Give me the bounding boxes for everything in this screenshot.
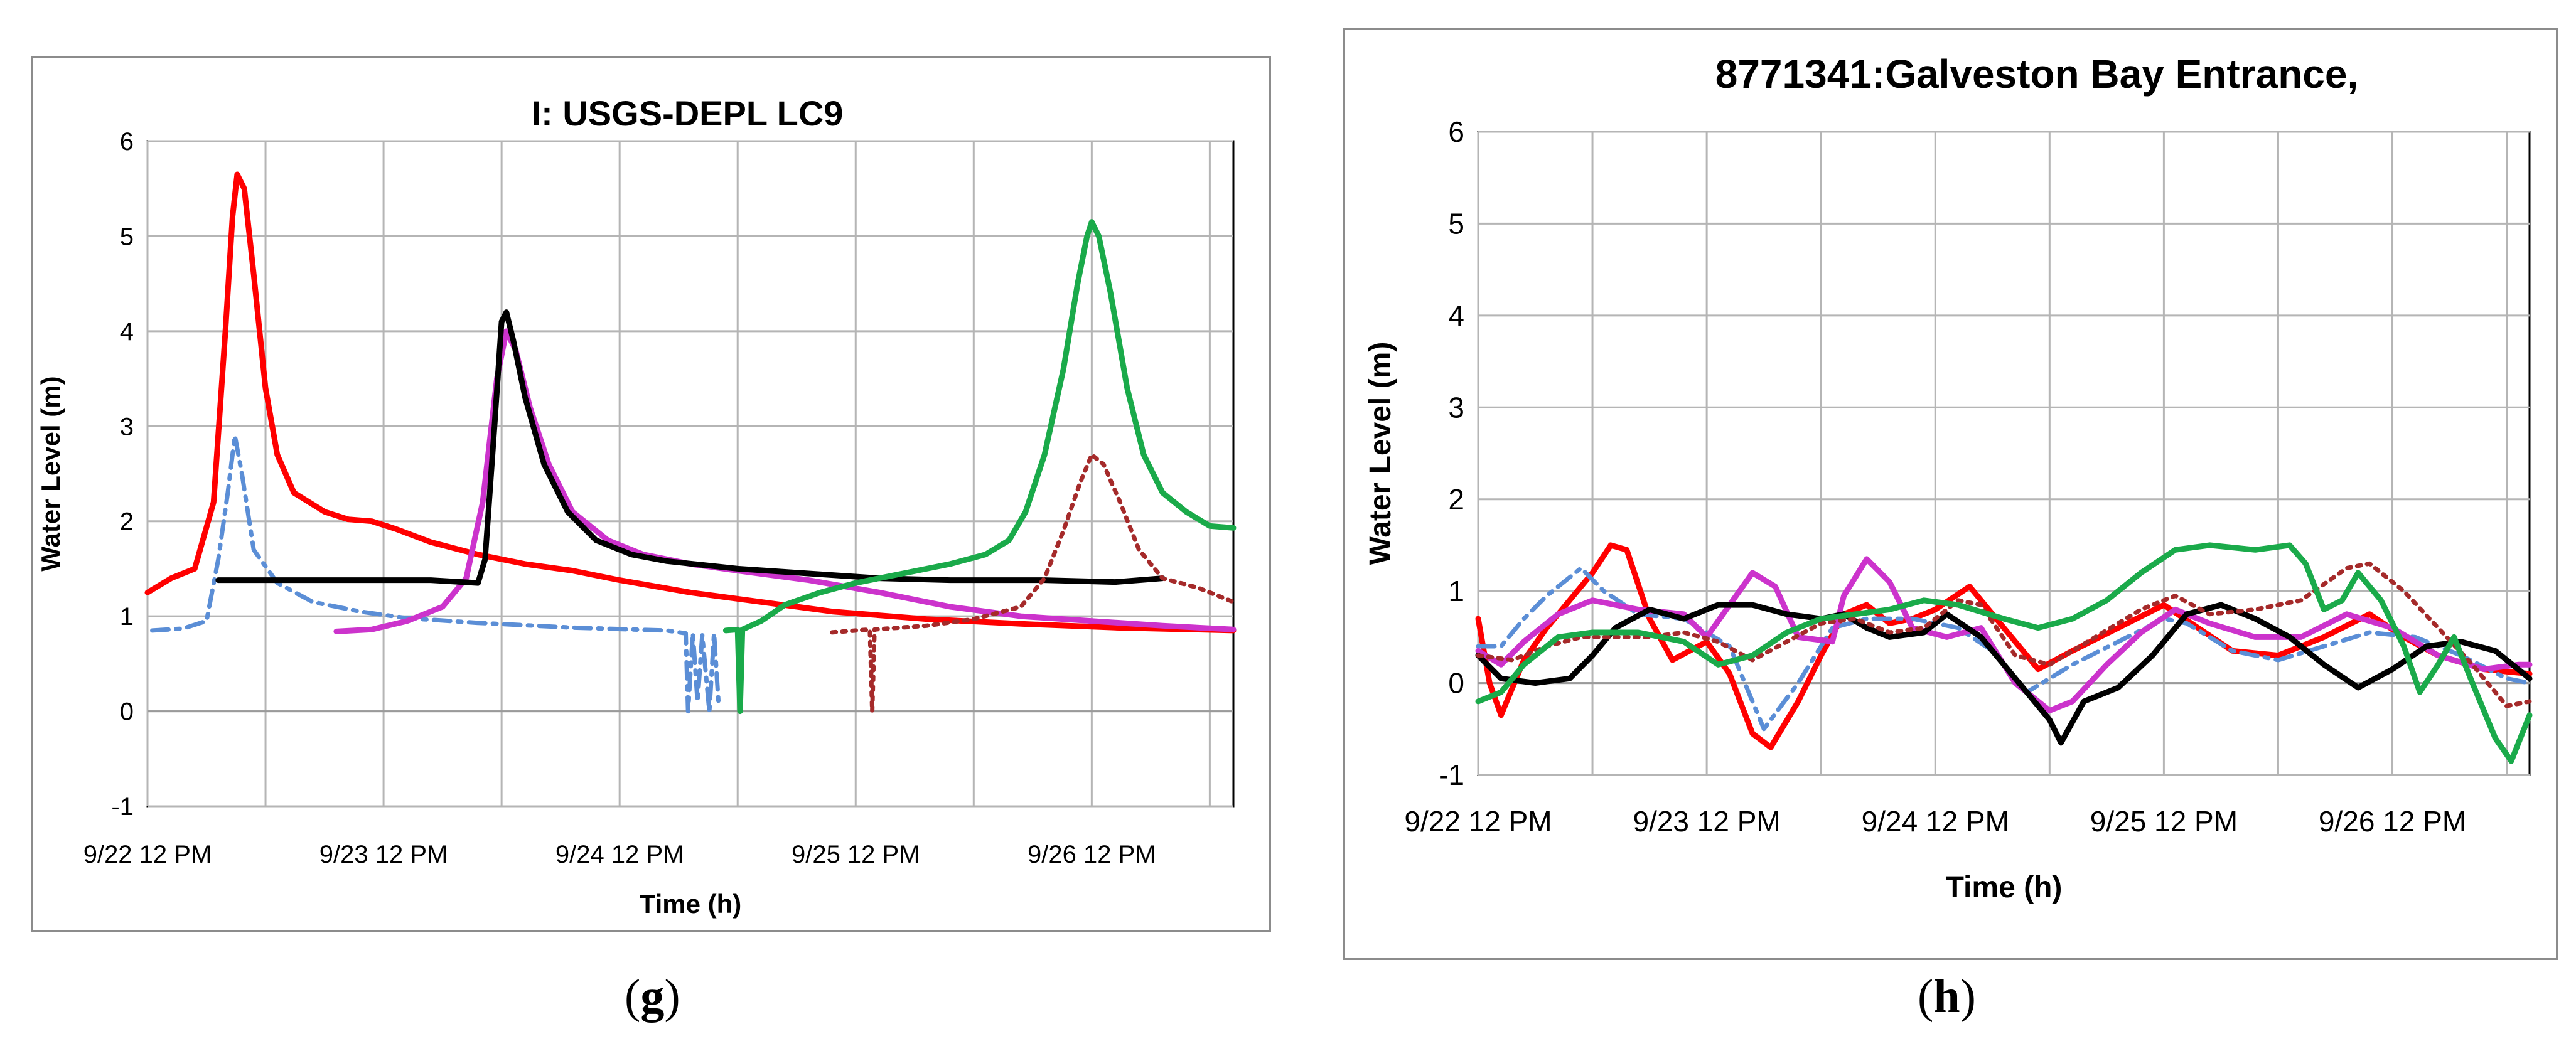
plot-area-g xyxy=(146,140,1235,808)
y-tick-label-g: 0 xyxy=(120,698,134,726)
x-tick-label-h: 9/24 12 PM xyxy=(1862,805,2009,838)
chart-title-h: 8771341:Galveston Bay Entrance, xyxy=(1715,51,2359,97)
series-line-h-3 xyxy=(1475,602,2533,746)
chart-title-g: I: USGS-DEPL LC9 xyxy=(532,93,844,133)
series-line-h-1 xyxy=(1476,566,2532,732)
y-tick-label-h: 1 xyxy=(1448,575,1464,607)
x-tick-label-g: 9/23 12 PM xyxy=(319,841,448,868)
y-tick-label-g: 6 xyxy=(120,128,134,156)
panel-h-letter: h xyxy=(1933,970,1960,1023)
y-tick-label-h: 2 xyxy=(1448,483,1464,516)
x-tick-label-h: 9/23 12 PM xyxy=(1633,805,1780,838)
y-tick-label-g: 4 xyxy=(120,318,134,346)
series-line-h-0 xyxy=(1475,542,2533,750)
x-tick-label-h: 9/22 12 PM xyxy=(1404,805,1552,838)
x-tick-label-g: 9/24 12 PM xyxy=(555,841,684,868)
y-axis-label-g: Water Level (m) xyxy=(36,376,65,571)
panel-g-caption: (g) xyxy=(625,970,680,1023)
y-tick-label-h: -1 xyxy=(1439,759,1464,791)
x-axis-label-h: Time (h) xyxy=(1946,871,2063,904)
x-tick-label-g: 9/25 12 PM xyxy=(792,841,920,868)
x-axis-label-g: Time (h) xyxy=(640,889,742,919)
series-line-g-5 xyxy=(830,452,1236,714)
y-tick-label-h: 3 xyxy=(1448,391,1464,424)
panel-h-caption: (h) xyxy=(1918,970,1976,1023)
y-tick-label-g: 1 xyxy=(120,603,134,631)
x-tick-label-h: 9/26 12 PM xyxy=(2319,805,2466,838)
series-line-g-2 xyxy=(333,328,1237,634)
series-line-h-5 xyxy=(1475,542,2533,764)
y-tick-label-h: 5 xyxy=(1448,208,1464,240)
y-tick-label-g: 2 xyxy=(120,508,134,536)
series-line-g-3 xyxy=(215,309,1166,586)
series-line-g-0 xyxy=(144,171,1237,634)
y-tick-label-h: 4 xyxy=(1448,299,1464,332)
y-tick-label-h: 6 xyxy=(1448,115,1464,148)
panel-g-letter: g xyxy=(640,970,665,1023)
y-tick-label-h: 0 xyxy=(1448,667,1464,700)
y-tick-label-g: 5 xyxy=(120,223,134,250)
x-tick-label-g: 9/26 12 PM xyxy=(1028,841,1156,868)
y-tick-label-g: -1 xyxy=(111,793,134,821)
x-tick-label-h: 9/25 12 PM xyxy=(2090,805,2238,838)
x-tick-label-g: 9/22 12 PM xyxy=(83,841,212,868)
series-line-g-4 xyxy=(722,219,1237,715)
y-axis-label-h: Water Level (m) xyxy=(1364,342,1397,565)
y-tick-label-g: 3 xyxy=(120,413,134,440)
